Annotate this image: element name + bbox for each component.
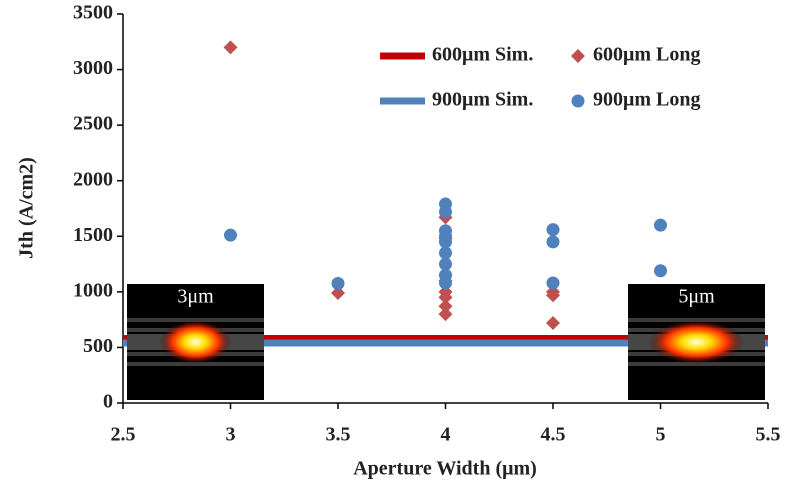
mode-image: 5μm [628,284,765,400]
circle-point [546,235,560,249]
y-tick-label: 1000 [73,279,113,301]
diamond-point [438,290,453,305]
legend-label: 900μm Long [593,89,700,111]
image-spot [159,320,232,364]
diamond-point [438,299,453,314]
circle-point [224,228,237,242]
circle-point [571,94,585,108]
y-axis-label: Jth (A/cm2) [16,157,38,259]
y-tick-label: 0 [103,391,113,413]
x-tick-label: 3 [226,424,236,446]
diamond-point [546,315,560,330]
x-tick-label: 5.5 [756,424,781,446]
mode-image: 3μm [127,284,264,400]
legend-label: 600μm Sim. [432,44,533,66]
y-tick-label: 1500 [73,224,113,246]
circle-point [546,223,560,237]
circle-point [654,218,667,232]
y-tick-label: 500 [83,335,113,357]
circle-point [546,276,560,290]
diamond-point [546,288,560,303]
x-axis-label: Aperture Width (μm) [353,458,537,480]
y-tick-label: 2000 [73,168,113,190]
image-label: 3μm [177,286,214,308]
y-tick-label: 3000 [73,57,113,79]
circle-point [331,277,345,291]
circle-point [654,264,667,278]
diamond-point [223,40,238,55]
legend-label: 900μm Sim. [432,89,533,111]
circle-point [439,276,452,290]
circle-point [439,246,452,260]
x-tick-label: 4.5 [541,424,566,446]
x-tick-label: 4 [441,424,451,446]
circle-point [439,257,452,271]
x-tick-label: 2.5 [111,424,136,446]
legend-label: 600μm Long [593,44,700,66]
diamond-point [438,307,453,322]
circle-point [439,235,452,249]
image-label: 5μm [678,286,715,308]
x-tick-label: 5 [656,424,666,446]
y-tick-label: 2500 [73,113,113,135]
x-tick-label: 3.5 [326,424,351,446]
y-tick-label: 3500 [73,2,113,24]
image-spot [648,320,745,364]
diamond-point [331,285,345,300]
diamond-point [571,49,585,63]
circle-point [439,205,452,219]
